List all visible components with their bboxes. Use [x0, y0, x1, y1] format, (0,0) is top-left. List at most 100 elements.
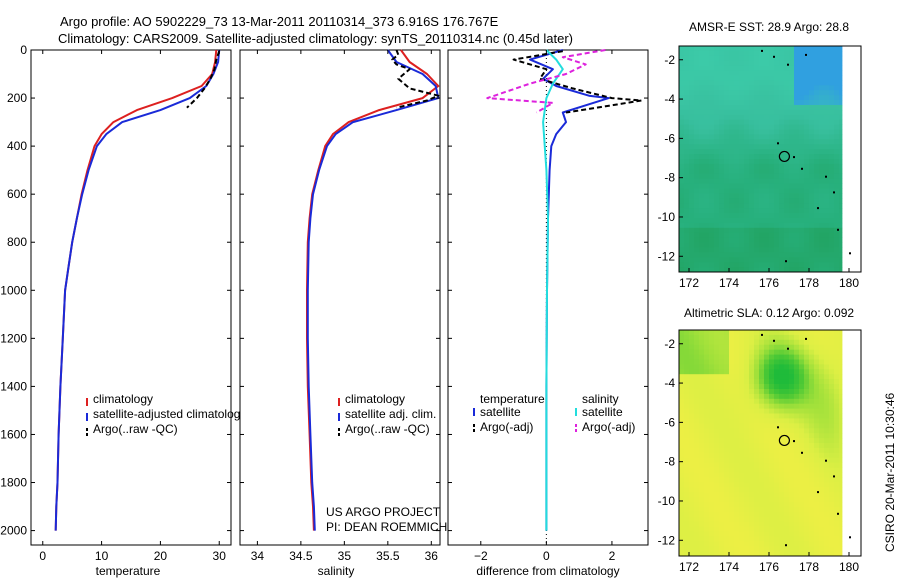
- heatmap-cell: [754, 467, 760, 473]
- heatmap-cell: [749, 124, 755, 130]
- heatmap-cell: [764, 247, 770, 253]
- heatmap-cell: [779, 374, 785, 380]
- heatmap-cell: [759, 218, 765, 224]
- heatmap-cell: [774, 65, 780, 71]
- heatmap-cell: [759, 203, 765, 209]
- heatmap-cell: [834, 222, 840, 229]
- heatmap-cell: [729, 506, 735, 513]
- heatmap-cell: [834, 438, 840, 444]
- heatmap-cell: [804, 163, 810, 170]
- heatmap-cell: [749, 477, 755, 483]
- heatmap-cell: [784, 492, 790, 498]
- heatmap-cell: [709, 379, 715, 385]
- heatmap-cell: [704, 159, 710, 165]
- heatmap-cell: [699, 526, 705, 532]
- heatmap-cell: [829, 477, 835, 483]
- heatmap-cell: [739, 546, 745, 552]
- heatmap-cell: [749, 90, 755, 96]
- heatmap-cell: [729, 364, 735, 370]
- heatmap-cell: [839, 178, 843, 184]
- heatmap-cell: [714, 364, 720, 370]
- heatmap-cell: [734, 403, 740, 409]
- heatmap-cell: [769, 154, 775, 160]
- heatmap-cell: [799, 541, 805, 547]
- heatmap-cell: [769, 222, 775, 229]
- heatmap-cell: [699, 178, 705, 184]
- heatmap-cell: [679, 438, 685, 444]
- heatmap-cell: [789, 46, 795, 52]
- heatmap-cell: [779, 492, 785, 498]
- heatmap-cell: [779, 193, 785, 199]
- heatmap-cell: [814, 232, 820, 238]
- map-x-tick-label: 172: [679, 560, 699, 574]
- heatmap-cell: [794, 334, 800, 341]
- heatmap-cell: [699, 222, 705, 229]
- heatmap-cell: [839, 163, 843, 170]
- heatmap-cell: [799, 222, 805, 229]
- heatmap-cell: [779, 447, 785, 454]
- heatmap-cell: [684, 149, 690, 155]
- heatmap-cell: [689, 114, 695, 121]
- heatmap-cell: [794, 50, 800, 57]
- heatmap-cell: [759, 511, 765, 518]
- heatmap-cell: [824, 188, 830, 194]
- heatmap-cell: [794, 531, 800, 537]
- heatmap-cell: [824, 213, 830, 219]
- heatmap-cell: [699, 75, 705, 81]
- heatmap-cell: [804, 526, 810, 532]
- heatmap-cell: [774, 134, 780, 140]
- heatmap-cell: [839, 423, 843, 429]
- heatmap-cell: [714, 262, 720, 268]
- heatmap-cell: [834, 447, 840, 454]
- heatmap-cell: [729, 482, 735, 488]
- heatmap-cell: [774, 119, 780, 125]
- heatmap-cell: [799, 188, 805, 194]
- heatmap-cell: [769, 60, 775, 66]
- heatmap-cell: [699, 536, 705, 542]
- heatmap-cell: [699, 149, 705, 155]
- heatmap-cell: [759, 516, 765, 522]
- heatmap-cell: [839, 65, 843, 71]
- heatmap-cell: [839, 334, 843, 341]
- heatmap-cell: [799, 462, 805, 468]
- heatmap-cell: [749, 467, 755, 473]
- heatmap-cell: [694, 183, 700, 189]
- heatmap-cell: [829, 443, 835, 449]
- heatmap-cell: [744, 80, 750, 86]
- heatmap-cell: [724, 462, 730, 468]
- map-y-tick-label: -6: [664, 131, 675, 145]
- heatmap-cell: [814, 379, 820, 385]
- heatmap-cell: [729, 423, 735, 429]
- heatmap-cell: [714, 403, 720, 409]
- heatmap-cell: [734, 168, 740, 175]
- heatmap-cell: [739, 154, 745, 160]
- heatmap-cell: [744, 502, 750, 508]
- heatmap-cell: [804, 369, 810, 375]
- heatmap-cell: [799, 526, 805, 532]
- heatmap-cell: [829, 487, 835, 493]
- heatmap-cell: [729, 551, 735, 557]
- heatmap-cell: [794, 178, 800, 184]
- heatmap-cell: [814, 247, 820, 253]
- heatmap-cell: [804, 403, 810, 409]
- heatmap-cell: [739, 467, 745, 473]
- heatmap-cell: [709, 70, 715, 76]
- heatmap-cell: [734, 369, 740, 375]
- heatmap-cell: [714, 55, 720, 62]
- heatmap-cell: [814, 506, 820, 513]
- heatmap-cell: [739, 257, 745, 263]
- heatmap-cell: [774, 389, 780, 395]
- heatmap-cell: [759, 208, 765, 214]
- heatmap-cell: [759, 173, 765, 179]
- heatmap-cell: [759, 477, 765, 483]
- heatmap-cell: [704, 438, 710, 444]
- heatmap-cell: [809, 398, 815, 405]
- heatmap-cell: [794, 462, 800, 468]
- heatmap-cell: [769, 114, 775, 121]
- heatmap-cell: [729, 129, 735, 135]
- heatmap-cell: [824, 447, 830, 454]
- heatmap-cell: [789, 516, 795, 522]
- heatmap-cell: [779, 379, 785, 385]
- heatmap-cell: [714, 50, 720, 57]
- heatmap-cell: [819, 119, 825, 125]
